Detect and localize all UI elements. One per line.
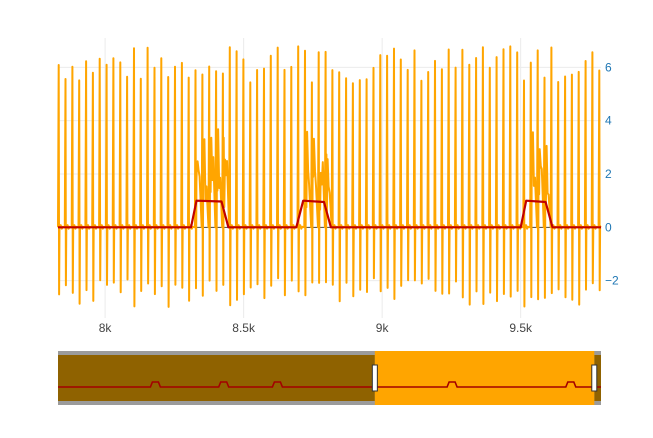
range-slider-right-mask [594, 355, 601, 401]
y-tick-label: −2 [605, 274, 619, 288]
y-tick-label: 6 [605, 60, 612, 74]
range-slider-right-handle[interactable] [591, 364, 598, 392]
x-tick-label: 9k [376, 321, 390, 335]
signal-series-line [57, 45, 602, 308]
y-tick-label: 0 [605, 220, 612, 234]
x-tick-label: 8k [99, 321, 113, 335]
y-tick-label: 4 [605, 114, 612, 128]
range-slider[interactable] [58, 351, 601, 405]
range-slider-left-handle[interactable] [371, 364, 378, 392]
plot-area [57, 45, 602, 308]
range-slider-window[interactable] [374, 351, 595, 405]
y-tick-label: 2 [605, 167, 612, 181]
x-axis: 8k 8.5k 9k 9.5k [99, 321, 533, 335]
y-axis: −2 0 2 4 6 [605, 60, 619, 287]
range-slider-left-mask [58, 355, 375, 401]
x-tick-label: 9.5k [509, 321, 533, 335]
envelope-series-line [58, 199, 601, 229]
range-slider-envelope-line [58, 381, 601, 388]
x-tick-label: 8.5k [232, 321, 256, 335]
